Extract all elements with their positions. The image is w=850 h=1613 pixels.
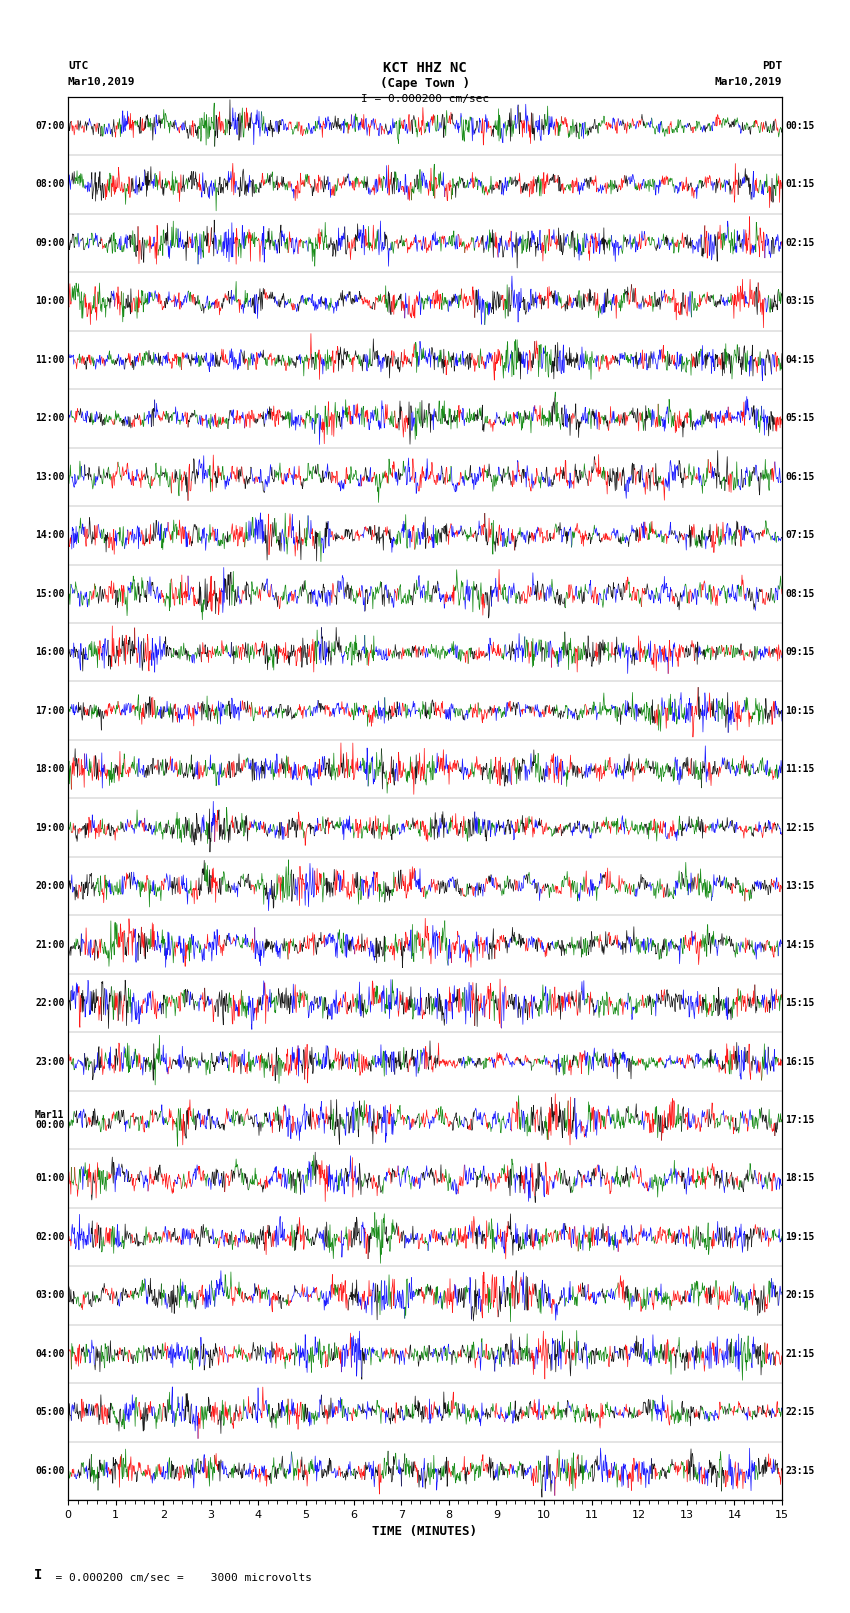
Text: 03:00: 03:00 — [35, 1290, 65, 1300]
Text: 12:00: 12:00 — [35, 413, 65, 423]
Text: 10:15: 10:15 — [785, 706, 815, 716]
Text: Mar10,2019: Mar10,2019 — [715, 77, 782, 87]
Text: KCT HHZ NC: KCT HHZ NC — [383, 61, 467, 76]
Text: 17:00: 17:00 — [35, 706, 65, 716]
Text: 00:00: 00:00 — [35, 1119, 65, 1131]
Text: 02:00: 02:00 — [35, 1232, 65, 1242]
Text: 15:00: 15:00 — [35, 589, 65, 598]
Text: (Cape Town ): (Cape Town ) — [380, 77, 470, 90]
Text: 11:15: 11:15 — [785, 765, 815, 774]
Text: 16:15: 16:15 — [785, 1057, 815, 1066]
Text: 17:15: 17:15 — [785, 1115, 815, 1124]
Text: 13:15: 13:15 — [785, 881, 815, 890]
Text: 06:00: 06:00 — [35, 1466, 65, 1476]
Text: 01:00: 01:00 — [35, 1174, 65, 1184]
Text: 22:00: 22:00 — [35, 998, 65, 1008]
Text: 09:00: 09:00 — [35, 239, 65, 248]
Text: 20:00: 20:00 — [35, 881, 65, 890]
Text: 16:00: 16:00 — [35, 647, 65, 656]
Text: 18:15: 18:15 — [785, 1174, 815, 1184]
Text: 19:15: 19:15 — [785, 1232, 815, 1242]
Text: 14:15: 14:15 — [785, 940, 815, 950]
Text: 18:00: 18:00 — [35, 765, 65, 774]
Text: 08:15: 08:15 — [785, 589, 815, 598]
Text: Mar10,2019: Mar10,2019 — [68, 77, 135, 87]
Text: 14:00: 14:00 — [35, 531, 65, 540]
Text: 02:15: 02:15 — [785, 239, 815, 248]
Text: 05:15: 05:15 — [785, 413, 815, 423]
X-axis label: TIME (MINUTES): TIME (MINUTES) — [372, 1526, 478, 1539]
Text: PDT: PDT — [762, 61, 782, 71]
Text: 09:15: 09:15 — [785, 647, 815, 656]
Text: I = 0.000200 cm/sec: I = 0.000200 cm/sec — [361, 94, 489, 103]
Text: 13:00: 13:00 — [35, 473, 65, 482]
Text: 23:00: 23:00 — [35, 1057, 65, 1066]
Text: 11:00: 11:00 — [35, 355, 65, 365]
Text: 19:00: 19:00 — [35, 823, 65, 832]
Text: = 0.000200 cm/sec =    3000 microvolts: = 0.000200 cm/sec = 3000 microvolts — [42, 1573, 313, 1582]
Text: 10:00: 10:00 — [35, 297, 65, 306]
Text: 07:15: 07:15 — [785, 531, 815, 540]
Text: I: I — [34, 1568, 42, 1582]
Text: 07:00: 07:00 — [35, 121, 65, 131]
Text: 21:15: 21:15 — [785, 1348, 815, 1358]
Text: 12:15: 12:15 — [785, 823, 815, 832]
Text: 03:15: 03:15 — [785, 297, 815, 306]
Text: 22:15: 22:15 — [785, 1408, 815, 1418]
Text: Mar11: Mar11 — [35, 1110, 65, 1119]
Text: 04:15: 04:15 — [785, 355, 815, 365]
Text: 06:15: 06:15 — [785, 473, 815, 482]
Text: 20:15: 20:15 — [785, 1290, 815, 1300]
Text: 01:15: 01:15 — [785, 179, 815, 189]
Text: 15:15: 15:15 — [785, 998, 815, 1008]
Text: 08:00: 08:00 — [35, 179, 65, 189]
Text: 04:00: 04:00 — [35, 1348, 65, 1358]
Text: 21:00: 21:00 — [35, 940, 65, 950]
Text: UTC: UTC — [68, 61, 88, 71]
Text: 00:15: 00:15 — [785, 121, 815, 131]
Text: 05:00: 05:00 — [35, 1408, 65, 1418]
Text: 23:15: 23:15 — [785, 1466, 815, 1476]
